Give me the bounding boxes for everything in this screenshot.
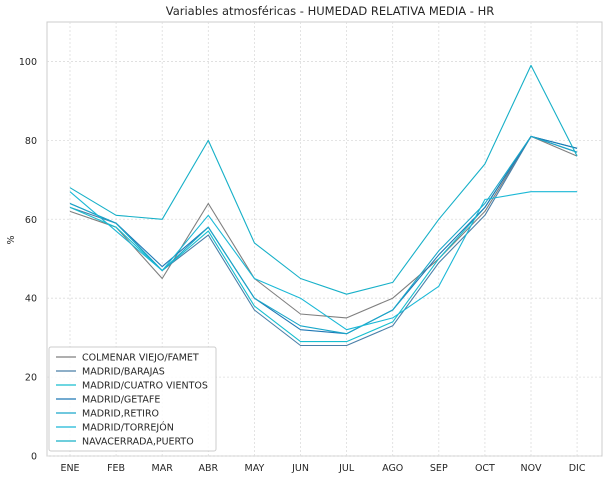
y-tick-label: 40	[25, 294, 37, 305]
x-tick-label: FEB	[107, 463, 125, 474]
x-tick-label: ENE	[60, 463, 79, 474]
series-line-5	[69, 135, 578, 335]
x-tick-label: AGO	[382, 463, 403, 474]
legend-entry: NAVACERRADA,PUERTO	[82, 437, 194, 448]
series-line-3	[69, 135, 578, 343]
y-tick-label: 60	[25, 215, 37, 226]
legend-entry: MADRID,RETIRO	[82, 409, 159, 420]
series-line-6	[69, 191, 578, 331]
legend-entry: MADRID/CUATRO VIENTOS	[82, 381, 208, 392]
legend-entry: MADRID/BARAJAS	[82, 367, 165, 378]
x-tick-label: MAY	[245, 463, 265, 474]
y-tick-label: 80	[25, 136, 37, 147]
x-tick-label: SEP	[430, 463, 448, 474]
series-lines	[69, 64, 578, 347]
x-tick-label: DIC	[569, 463, 586, 474]
legend-entry: COLMENAR VIEJO/FAMET	[82, 353, 199, 364]
x-tick-label: JUL	[338, 463, 355, 474]
chart-title: Variables atmosféricas - HUMEDAD RELATIV…	[166, 4, 495, 18]
legend-entry: MADRID/TORREJÓN	[82, 422, 174, 434]
x-tick-label: MAR	[152, 463, 174, 474]
legend-entry: MADRID/GETAFE	[82, 395, 160, 406]
y-tick-label: 100	[19, 57, 37, 68]
series-line-7	[69, 64, 578, 295]
series-line-1	[69, 135, 578, 319]
y-axis-ticks: 0 20 40 60 80 100	[19, 57, 37, 463]
x-tick-label: ABR	[198, 463, 218, 474]
legend: COLMENAR VIEJO/FAMET MADRID/BARAJAS MADRID…	[48, 346, 217, 452]
x-axis-ticks: ENE FEB MAR ABR MAY JUN JUL AGO SEP OCT NOV DIC	[60, 463, 585, 474]
x-tick-label: NOV	[521, 463, 542, 474]
x-tick-label: JUN	[291, 463, 309, 474]
y-tick-label: 0	[31, 452, 37, 463]
y-tick-label: 20	[25, 373, 37, 384]
y-axis-label: %	[6, 235, 17, 244]
x-tick-label: OCT	[475, 463, 495, 474]
series-line-4	[69, 135, 578, 335]
legend-box	[48, 346, 217, 452]
